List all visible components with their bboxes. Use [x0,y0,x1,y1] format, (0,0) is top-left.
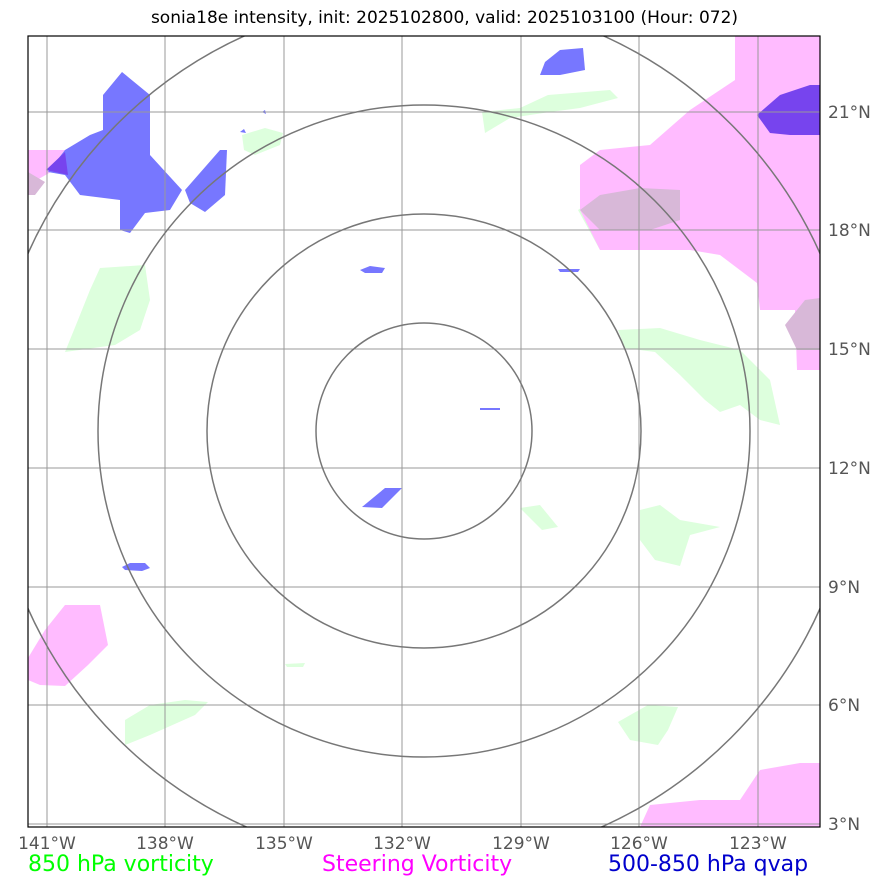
range-ring [315,322,533,540]
qvap-overlap-shading [46,85,820,175]
legend-steering-vorticity: Steering Vorticity [322,852,513,877]
steering-vorticity-patch [640,763,820,827]
latitude-axis: 21°N 18°N 15°N 12°N 9°N 6°N 3°N [828,103,871,835]
latitude-tick-label: 21°N [828,103,871,123]
latitude-tick-label: 6°N [828,696,860,716]
vorticity-850-patch [618,705,678,745]
range-rings [28,36,820,827]
vorticity-850-shading [65,90,780,745]
legend-850-vorticity: 850 hPa vorticity [28,852,214,877]
vorticity-850-patch [640,505,720,566]
qvap-overlap-patch [46,152,68,175]
longitude-tick-label: 141°W [18,834,76,854]
qvap-patch [185,150,227,212]
vorticity-850-patch [125,700,208,745]
latitude-tick-label: 12°N [828,459,871,479]
qvap-patch [360,266,385,273]
vorticity-850-patch [242,128,283,155]
qvap-patch [540,48,585,75]
plot-frame [27,35,821,828]
steering-vorticity-shading [28,36,820,827]
longitude-axis: 141°W 138°W 135°W 132°W 129°W 126°W 123°W [18,834,787,854]
vorticity-850-patch [285,663,305,667]
latitude-tick-label: 9°N [828,578,860,598]
steering-vorticity-patch [580,36,820,370]
qvap-patch [362,488,402,508]
overlap-shading [28,172,820,350]
overlap-patch [785,298,820,350]
range-ring [97,104,751,758]
field-layer [28,36,820,827]
longitude-tick-label: 132°W [373,834,431,854]
map-title: sonia18e intensity, init: 2025102800, va… [150,8,739,28]
legend-qvap: 500-850 hPa qvap [608,852,809,877]
latitude-tick-label: 15°N [828,340,871,360]
longitude-tick-label: 123°W [729,834,787,854]
longitude-tick-label: 129°W [492,834,550,854]
longitude-tick-label: 135°W [255,834,313,854]
vorticity-850-patch [65,265,150,352]
steering-vorticity-patch [28,605,108,686]
longitude-tick-label: 126°W [610,834,668,854]
longitude-tick-label: 138°W [136,834,194,854]
graticule [28,36,820,827]
latitude-tick-label: 3°N [828,815,860,835]
qvap-patch [480,408,500,410]
qvap-overlap-patch [757,85,820,135]
latitude-tick-label: 18°N [828,221,871,241]
qvap-patch [240,129,246,133]
vorticity-850-patch [520,505,558,530]
range-ring [206,213,642,649]
overlap-patch [580,188,680,230]
overlap-patch [28,172,45,195]
vorticity-850-patch [618,328,780,425]
